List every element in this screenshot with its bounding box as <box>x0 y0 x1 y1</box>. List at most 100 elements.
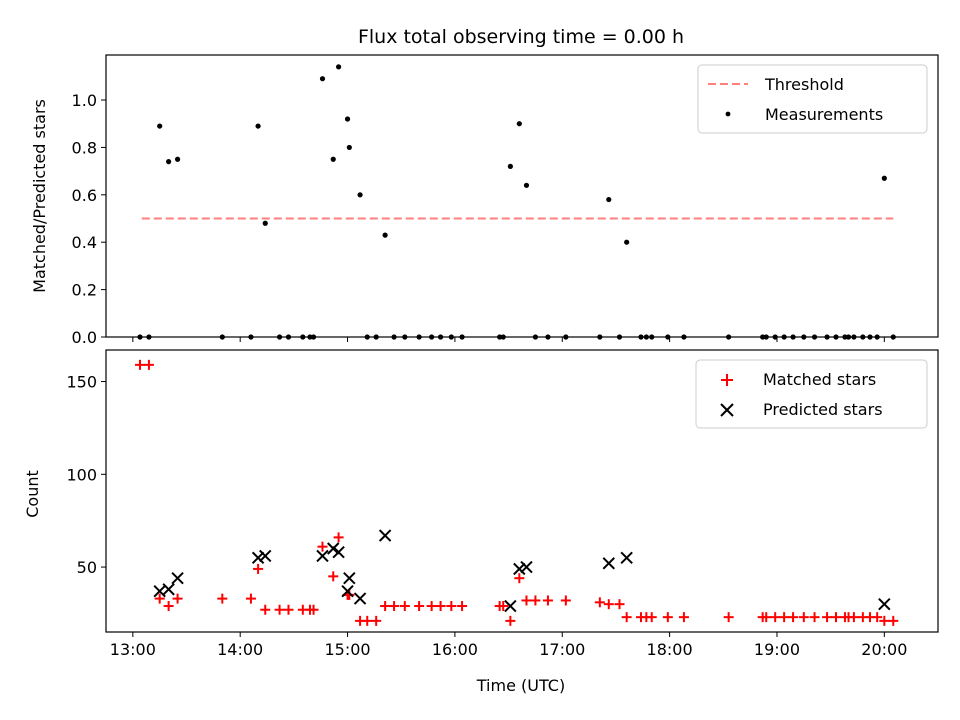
legend-measurements-label: Measurements <box>765 105 883 124</box>
measurement-point <box>606 196 612 203</box>
top-chart-title: Flux total observing time = 0.00 h <box>358 26 684 48</box>
matched-stars-point <box>217 593 228 604</box>
y-tick-label: 50 <box>77 558 97 577</box>
top-legend: Threshold Measurements <box>697 64 928 134</box>
measurement-point <box>157 123 163 129</box>
predicted-stars-point <box>378 529 392 542</box>
predicted-stars-point <box>602 557 615 570</box>
bottom-x-axis-label: Time (UTC) <box>476 676 565 695</box>
predicted-stars-point <box>327 542 340 555</box>
legend-threshold-label: Threshold <box>764 75 844 94</box>
measurement-point <box>516 121 522 127</box>
predicted-stars-point <box>341 584 354 598</box>
matched-stars-point <box>380 601 391 612</box>
legend-measurements-swatch <box>725 111 731 117</box>
predicted-stars-point <box>259 549 272 563</box>
matched-stars-point <box>594 597 605 608</box>
matched-stars-point <box>435 601 446 612</box>
predicted-stars-point <box>620 551 633 564</box>
matched-stars-point <box>505 615 516 626</box>
measurement-point <box>507 163 513 169</box>
matched-stars-point <box>308 604 319 615</box>
predicted-stars-point <box>504 599 517 613</box>
matched-stars-point <box>134 359 145 370</box>
matched-stars-point <box>603 599 614 610</box>
x-tick-label: 18:00 <box>647 640 693 659</box>
bottom-panel-axes: 13:00 14:00 15:00 16:00 17:00 18:00 19:00 20:00… <box>66 373 907 659</box>
matched-stars-point <box>362 615 373 626</box>
legend-predicted-label: Predicted stars <box>763 400 883 419</box>
matched-stars-point <box>798 612 809 623</box>
matched-stars-point <box>457 601 468 612</box>
matched-stars-point <box>542 595 553 606</box>
matched-stars-point <box>723 612 734 623</box>
matched-stars-point <box>328 571 339 582</box>
matched-stars-point <box>344 589 355 600</box>
bottom-legend: Matched stars Predicted stars <box>695 359 928 429</box>
predicted-stars-point <box>878 597 891 611</box>
x-tick-label: 15:00 <box>324 640 370 659</box>
matched-stars-point <box>779 612 790 623</box>
top-panel-axes: 0.0 0.2 0.4 0.6 0.8 1.0 <box>72 91 885 347</box>
measurement-point <box>319 76 326 82</box>
measurement-point <box>262 220 268 226</box>
y-tick-label: 0.4 <box>72 233 97 252</box>
measurement-point <box>255 123 261 129</box>
predicted-stars-point <box>520 560 533 574</box>
matched-stars-point <box>414 601 425 612</box>
x-tick-label: 19:00 <box>754 640 800 659</box>
predicted-stars-point <box>251 551 265 564</box>
measurement-point <box>336 64 342 70</box>
matched-stars-point <box>498 601 509 612</box>
matched-stars-point <box>399 601 410 612</box>
matched-stars-point <box>521 595 532 606</box>
y-tick-label: 0.0 <box>72 328 97 347</box>
matched-stars-point <box>333 532 344 543</box>
matched-stars-point <box>154 593 165 604</box>
matched-stars-point <box>872 612 883 623</box>
predicted-stars-point <box>513 562 526 576</box>
top-legend-box <box>697 64 928 134</box>
matched-stars-point <box>614 599 625 610</box>
matched-stars-point <box>879 615 890 626</box>
predicted-stars-point <box>343 571 356 585</box>
legend-matched-label: Matched stars <box>763 370 876 389</box>
x-tick-label: 17:00 <box>539 640 585 659</box>
matched-stars-point <box>822 612 833 623</box>
measurement-point <box>174 156 181 162</box>
matched-stars-point <box>163 601 174 612</box>
matched-stars-point <box>283 604 294 615</box>
matched-stars-point <box>530 595 541 606</box>
measurement-point <box>357 192 363 198</box>
y-tick-label: 0.8 <box>72 138 97 157</box>
measurement-point <box>330 156 336 162</box>
y-tick-label: 150 <box>66 373 97 392</box>
matched-stars-point <box>761 612 772 623</box>
bottom-panel-marks <box>134 359 899 626</box>
matched-stars-point <box>770 612 781 623</box>
matched-stars-point <box>446 601 457 612</box>
matched-stars-point <box>560 595 571 606</box>
y-tick-label: 0.6 <box>72 186 97 205</box>
top-y-axis-label: Matched/Predicted stars <box>30 99 49 293</box>
y-tick-label: 1.0 <box>72 91 97 110</box>
measurement-point <box>346 144 352 151</box>
matched-stars-point <box>646 612 657 623</box>
y-tick-label: 0.2 <box>72 281 97 300</box>
matched-stars-point <box>245 593 256 604</box>
x-tick-label: 13:00 <box>110 640 156 659</box>
matched-stars-point <box>888 615 899 626</box>
measurement-point <box>344 116 351 122</box>
measurement-point <box>166 159 172 165</box>
matched-stars-point <box>809 612 820 623</box>
x-tick-label: 16:00 <box>432 640 478 659</box>
matched-stars-point <box>514 573 525 584</box>
matched-stars-point <box>172 593 183 604</box>
matched-stars-point <box>274 604 285 615</box>
predicted-stars-point <box>332 546 345 559</box>
matched-stars-point <box>831 612 842 623</box>
predicted-stars-point <box>162 583 175 596</box>
matched-stars-point <box>426 601 437 612</box>
matched-stars-point <box>143 359 154 370</box>
